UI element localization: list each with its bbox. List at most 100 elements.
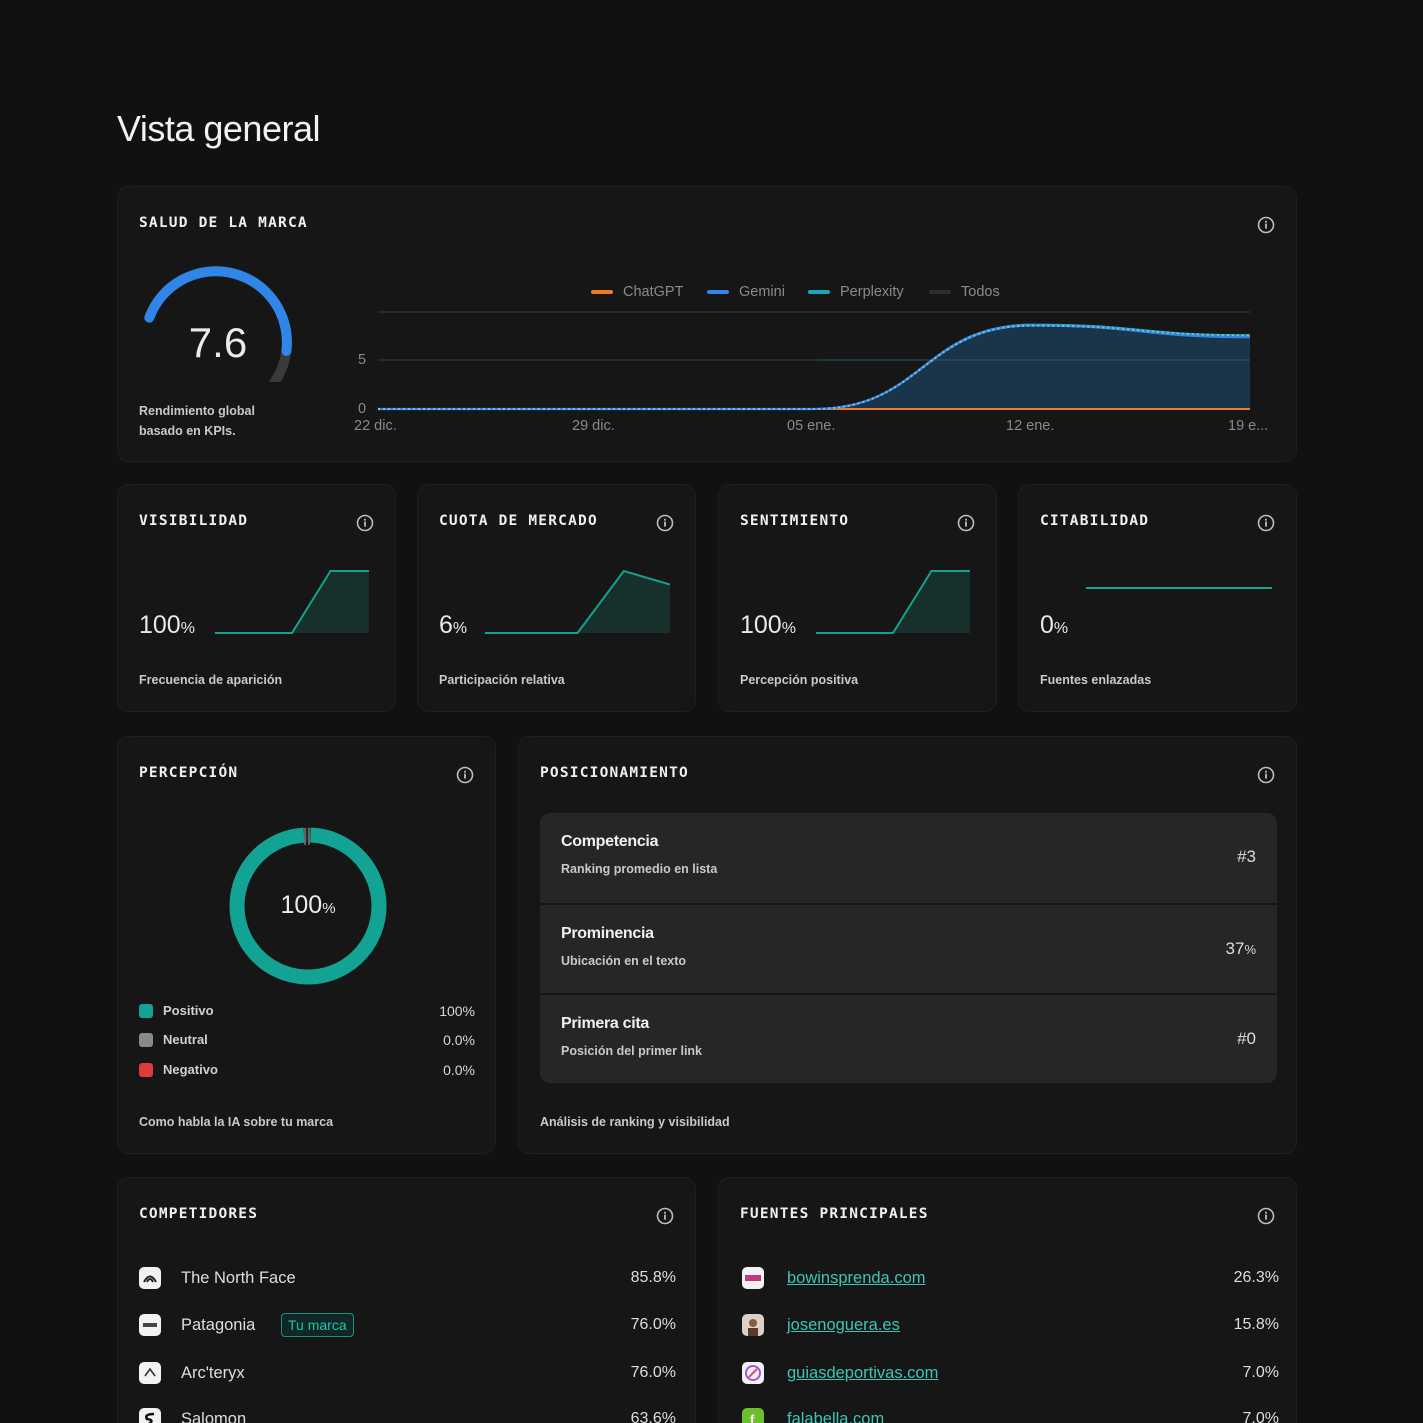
info-icon[interactable]: [456, 766, 474, 784]
gauge-track: [268, 345, 292, 382]
positioning-row-name: Primera cita: [561, 1015, 650, 1032]
legend-swatch: [591, 290, 613, 294]
perception-desc: Como habla la IA sobre tu marca: [139, 1115, 334, 1129]
legend-value: 0.0%: [443, 1062, 475, 1078]
positioning-row-value: #0: [1237, 1029, 1256, 1048]
tnf-logo-icon: [139, 1267, 161, 1289]
source-link[interactable]: josenoguera.es: [787, 1316, 900, 1334]
kpi-card-citabilidad: CITABILIDAD 0% Fuentes enlazadas: [1018, 484, 1297, 712]
competitor-name: Patagonia: [181, 1316, 256, 1334]
positioning-title: POSICIONAMIENTO: [540, 765, 689, 781]
sparkline-area: [485, 571, 670, 633]
legend-label: Todos: [961, 284, 1000, 300]
source-row: f falabella.com 7.0%: [742, 1404, 1279, 1423]
legend-gemini[interactable]: Gemini: [707, 284, 785, 300]
competitor-name: The North Face: [181, 1269, 296, 1287]
positioning-row-sub: Ranking promedio en lista: [561, 862, 718, 876]
series-line-todos: [378, 324, 1251, 411]
sparkline-area: [215, 571, 369, 633]
positioning-panel: Competencia Ranking promedio en lista #3…: [540, 813, 1277, 1083]
legend-swatch: [707, 290, 729, 294]
gauge-fill: [144, 266, 292, 356]
health-gauge: [144, 266, 292, 382]
kpi-value: 0%: [1040, 611, 1069, 639]
source-link[interactable]: guiasdeportivas.com: [787, 1364, 939, 1382]
svg-text:f: f: [750, 1412, 755, 1423]
info-icon[interactable]: [356, 514, 374, 532]
legend-swatch: [139, 1063, 153, 1077]
info-icon[interactable]: [656, 1207, 674, 1225]
positioning-row-prominencia[interactable]: Prominencia Ubicación en el texto 37%: [540, 903, 1277, 993]
legend-value: 100%: [439, 1003, 475, 1019]
info-icon[interactable]: [1257, 1207, 1275, 1225]
kpi-sparkline: [485, 569, 670, 634]
legend-chatgpt[interactable]: ChatGPT: [591, 284, 683, 300]
source-row: guiasdeportivas.com 7.0%: [742, 1358, 1279, 1388]
source-row: bowinsprenda.com 26.3%: [742, 1263, 1279, 1293]
source-value: 7.0%: [1242, 1410, 1279, 1423]
donut-segment-positive: [229, 827, 387, 985]
competitor-row[interactable]: Patagonia Tu marca 76.0%: [139, 1310, 676, 1340]
positioning-row-value: #3: [1237, 847, 1256, 866]
own-brand-badge: Tu marca: [281, 1313, 354, 1337]
info-icon[interactable]: [1257, 514, 1275, 532]
perception-donut: [229, 827, 387, 985]
source-link[interactable]: bowinsprenda.com: [787, 1269, 926, 1287]
legend-label: Negativo: [163, 1062, 218, 1077]
health-desc-line2: basado en KPIs.: [139, 424, 236, 438]
info-icon[interactable]: [1257, 216, 1275, 234]
legend-row-neutral: Neutral 0.0%: [139, 1030, 475, 1050]
josenoguera-favicon-icon: [742, 1314, 764, 1336]
competitor-value: 76.0%: [630, 1364, 676, 1381]
kpi-value: 6%: [439, 611, 468, 639]
kpi-title: VISIBILIDAD: [139, 513, 249, 529]
legend-todos[interactable]: Todos: [929, 284, 1000, 300]
legend-swatch: [929, 290, 951, 294]
arcteryx-logo-icon: [139, 1362, 161, 1384]
kpi-title: SENTIMIENTO: [740, 513, 850, 529]
x-tick-label: 05 ene.: [787, 418, 836, 434]
source-value: 7.0%: [1242, 1364, 1279, 1381]
info-icon[interactable]: [957, 514, 975, 532]
perception-card: PERCEPCIÓN 100% Positivo 100% Neutral 0.0%…: [117, 736, 496, 1154]
competitors-card: COMPETIDORES The North Face 85.8% Patago…: [117, 1177, 696, 1423]
kpi-value: 100%: [139, 611, 195, 639]
competitor-value: 85.8%: [630, 1269, 676, 1286]
x-tick-label: 22 dic.: [354, 418, 397, 434]
x-tick-label: 19 e...: [1228, 418, 1269, 434]
salomon-logo-icon: [139, 1408, 161, 1423]
legend-label: Positivo: [163, 1003, 214, 1018]
kpi-title: CITABILIDAD: [1040, 513, 1150, 529]
source-link[interactable]: falabella.com: [787, 1410, 885, 1423]
info-icon[interactable]: [656, 514, 674, 532]
competitor-name: Salomon: [181, 1410, 247, 1423]
positioning-row-competencia[interactable]: Competencia Ranking promedio en lista #3: [540, 813, 1277, 903]
kpi-desc: Participación relativa: [439, 673, 565, 687]
falabella-favicon-icon: f: [742, 1408, 764, 1423]
positioning-row-sub: Ubicación en el texto: [561, 954, 687, 968]
source-value: 26.3%: [1233, 1269, 1279, 1286]
health-desc-line1: Rendimiento global: [139, 404, 255, 418]
info-icon[interactable]: [1257, 766, 1275, 784]
competitor-row[interactable]: Salomon 63.6%: [139, 1404, 676, 1423]
competitors-title: COMPETIDORES: [139, 1206, 259, 1222]
competitor-row[interactable]: The North Face 85.8%: [139, 1263, 676, 1293]
positioning-row-name: Prominencia: [561, 925, 654, 942]
kpi-sparkline: [215, 570, 369, 634]
positioning-desc: Análisis de ranking y visibilidad: [540, 1115, 730, 1129]
sparkline-line: [215, 570, 369, 634]
positioning-row-primera-cita[interactable]: Primera cita Posición del primer link #0: [540, 993, 1277, 1083]
kpi-sparkline: [816, 570, 970, 634]
x-tick-label: 29 dic.: [572, 418, 615, 434]
y-tick-label: 0: [358, 401, 367, 417]
kpi-desc: Fuentes enlazadas: [1040, 673, 1152, 687]
x-tick-label: 12 ene.: [1006, 418, 1055, 434]
health-score: 7.6: [188, 319, 248, 366]
competitor-row[interactable]: Arc'teryx 76.0%: [139, 1358, 676, 1388]
bowinsprenda-favicon-icon: [742, 1267, 764, 1289]
positioning-card: POSICIONAMIENTO Competencia Ranking prom…: [518, 736, 1297, 1154]
competitor-name: Arc'teryx: [181, 1364, 245, 1382]
competitor-value: 76.0%: [630, 1316, 676, 1333]
health-line-chart: [378, 311, 1251, 411]
legend-perplexity[interactable]: Perplexity: [808, 284, 904, 300]
